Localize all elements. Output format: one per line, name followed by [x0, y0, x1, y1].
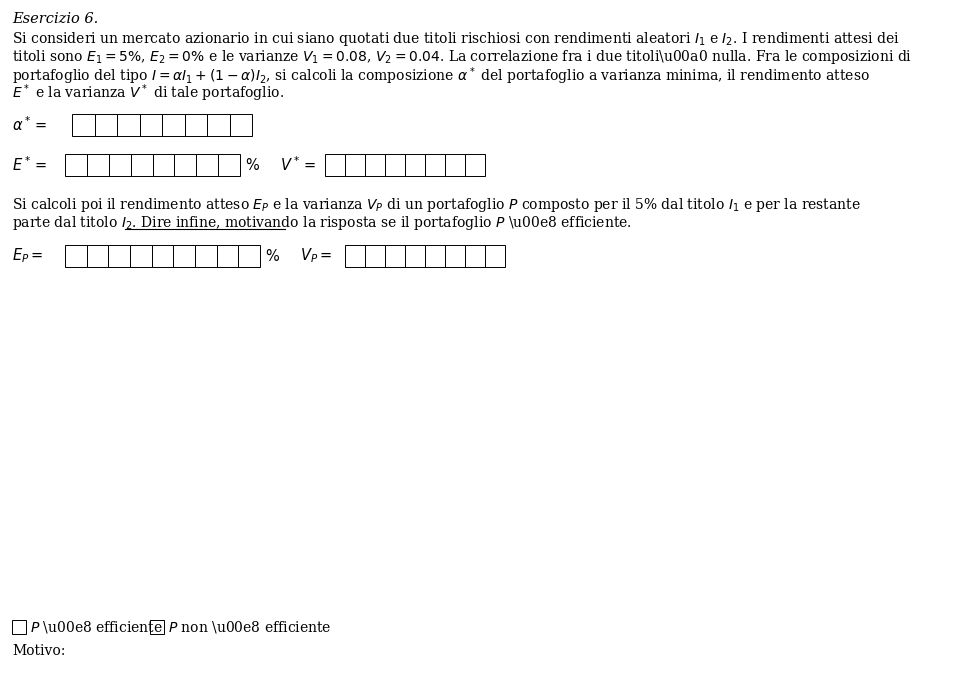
Bar — [12, 620, 26, 634]
Bar — [465, 154, 485, 176]
Bar — [174, 245, 195, 267]
Bar — [175, 154, 196, 176]
Text: $V^* = $: $V^* = $ — [280, 155, 316, 174]
Text: titoli sono $E_1 = 5\%$, $E_2 = 0\%$ e le varianze $V_1 = 0.08$, $V_2 = 0.04$. L: titoli sono $E_1 = 5\%$, $E_2 = 0\%$ e l… — [12, 48, 912, 66]
Bar — [94, 114, 117, 136]
Bar — [86, 245, 108, 267]
Text: $E_P = $: $E_P = $ — [12, 247, 43, 265]
Bar — [153, 154, 175, 176]
Bar — [86, 154, 108, 176]
Bar — [385, 154, 405, 176]
Bar — [184, 114, 207, 136]
Bar — [325, 154, 345, 176]
Bar — [365, 154, 385, 176]
Bar — [139, 114, 162, 136]
Bar — [445, 245, 465, 267]
Text: $\alpha^* = $: $\alpha^* = $ — [12, 115, 47, 134]
Bar — [405, 245, 425, 267]
Text: parte dal titolo $I_2$. Dire infine, motivando la risposta se il portafoglio $P$: parte dal titolo $I_2$. Dire infine, mot… — [12, 214, 632, 231]
Text: $P$ non \u00e8 efficiente: $P$ non \u00e8 efficiente — [168, 619, 331, 635]
Text: Si consideri un mercato azionario in cui siano quotati due titoli rischiosi con : Si consideri un mercato azionario in cui… — [12, 30, 900, 48]
Bar — [405, 154, 425, 176]
Text: $E^* = $: $E^* = $ — [12, 155, 47, 174]
Bar — [162, 114, 184, 136]
Bar — [229, 114, 252, 136]
Bar — [117, 114, 139, 136]
Bar — [465, 245, 485, 267]
Bar — [345, 154, 365, 176]
Text: Si calcoli poi il rendimento atteso $E_P$ e la varianza $V_P$ di un portafoglio : Si calcoli poi il rendimento atteso $E_P… — [12, 196, 861, 214]
Bar — [445, 154, 465, 176]
Text: $V_P = $: $V_P = $ — [300, 247, 332, 265]
Bar — [65, 154, 86, 176]
Bar — [195, 245, 217, 267]
Bar — [131, 154, 153, 176]
Bar — [130, 245, 152, 267]
Bar — [65, 245, 86, 267]
Bar — [425, 154, 445, 176]
Text: portafoglio del tipo $I = \alpha I_1 + (1 - \alpha)I_2$, si calcoli la composizi: portafoglio del tipo $I = \alpha I_1 + (… — [12, 65, 870, 86]
Text: $\%$: $\%$ — [245, 157, 260, 173]
Bar — [238, 245, 260, 267]
Bar — [108, 245, 130, 267]
Bar — [152, 245, 174, 267]
Text: $P$ \u00e8 efficiente: $P$ \u00e8 efficiente — [30, 619, 163, 635]
Bar — [72, 114, 94, 136]
Bar — [425, 245, 445, 267]
Bar — [385, 245, 405, 267]
Bar — [108, 154, 131, 176]
Bar — [150, 620, 164, 634]
Bar — [207, 114, 229, 136]
Text: Esercizio 6.: Esercizio 6. — [12, 12, 98, 26]
Bar — [345, 245, 365, 267]
Bar — [217, 245, 238, 267]
Text: $\%$: $\%$ — [265, 248, 280, 264]
Text: $E^*$ e la varianza $V^*$ di tale portafoglio.: $E^*$ e la varianza $V^*$ di tale portaf… — [12, 82, 284, 104]
Text: Motivo:: Motivo: — [12, 644, 65, 658]
Bar — [365, 245, 385, 267]
Bar — [485, 245, 505, 267]
Bar — [196, 154, 218, 176]
Bar — [218, 154, 240, 176]
